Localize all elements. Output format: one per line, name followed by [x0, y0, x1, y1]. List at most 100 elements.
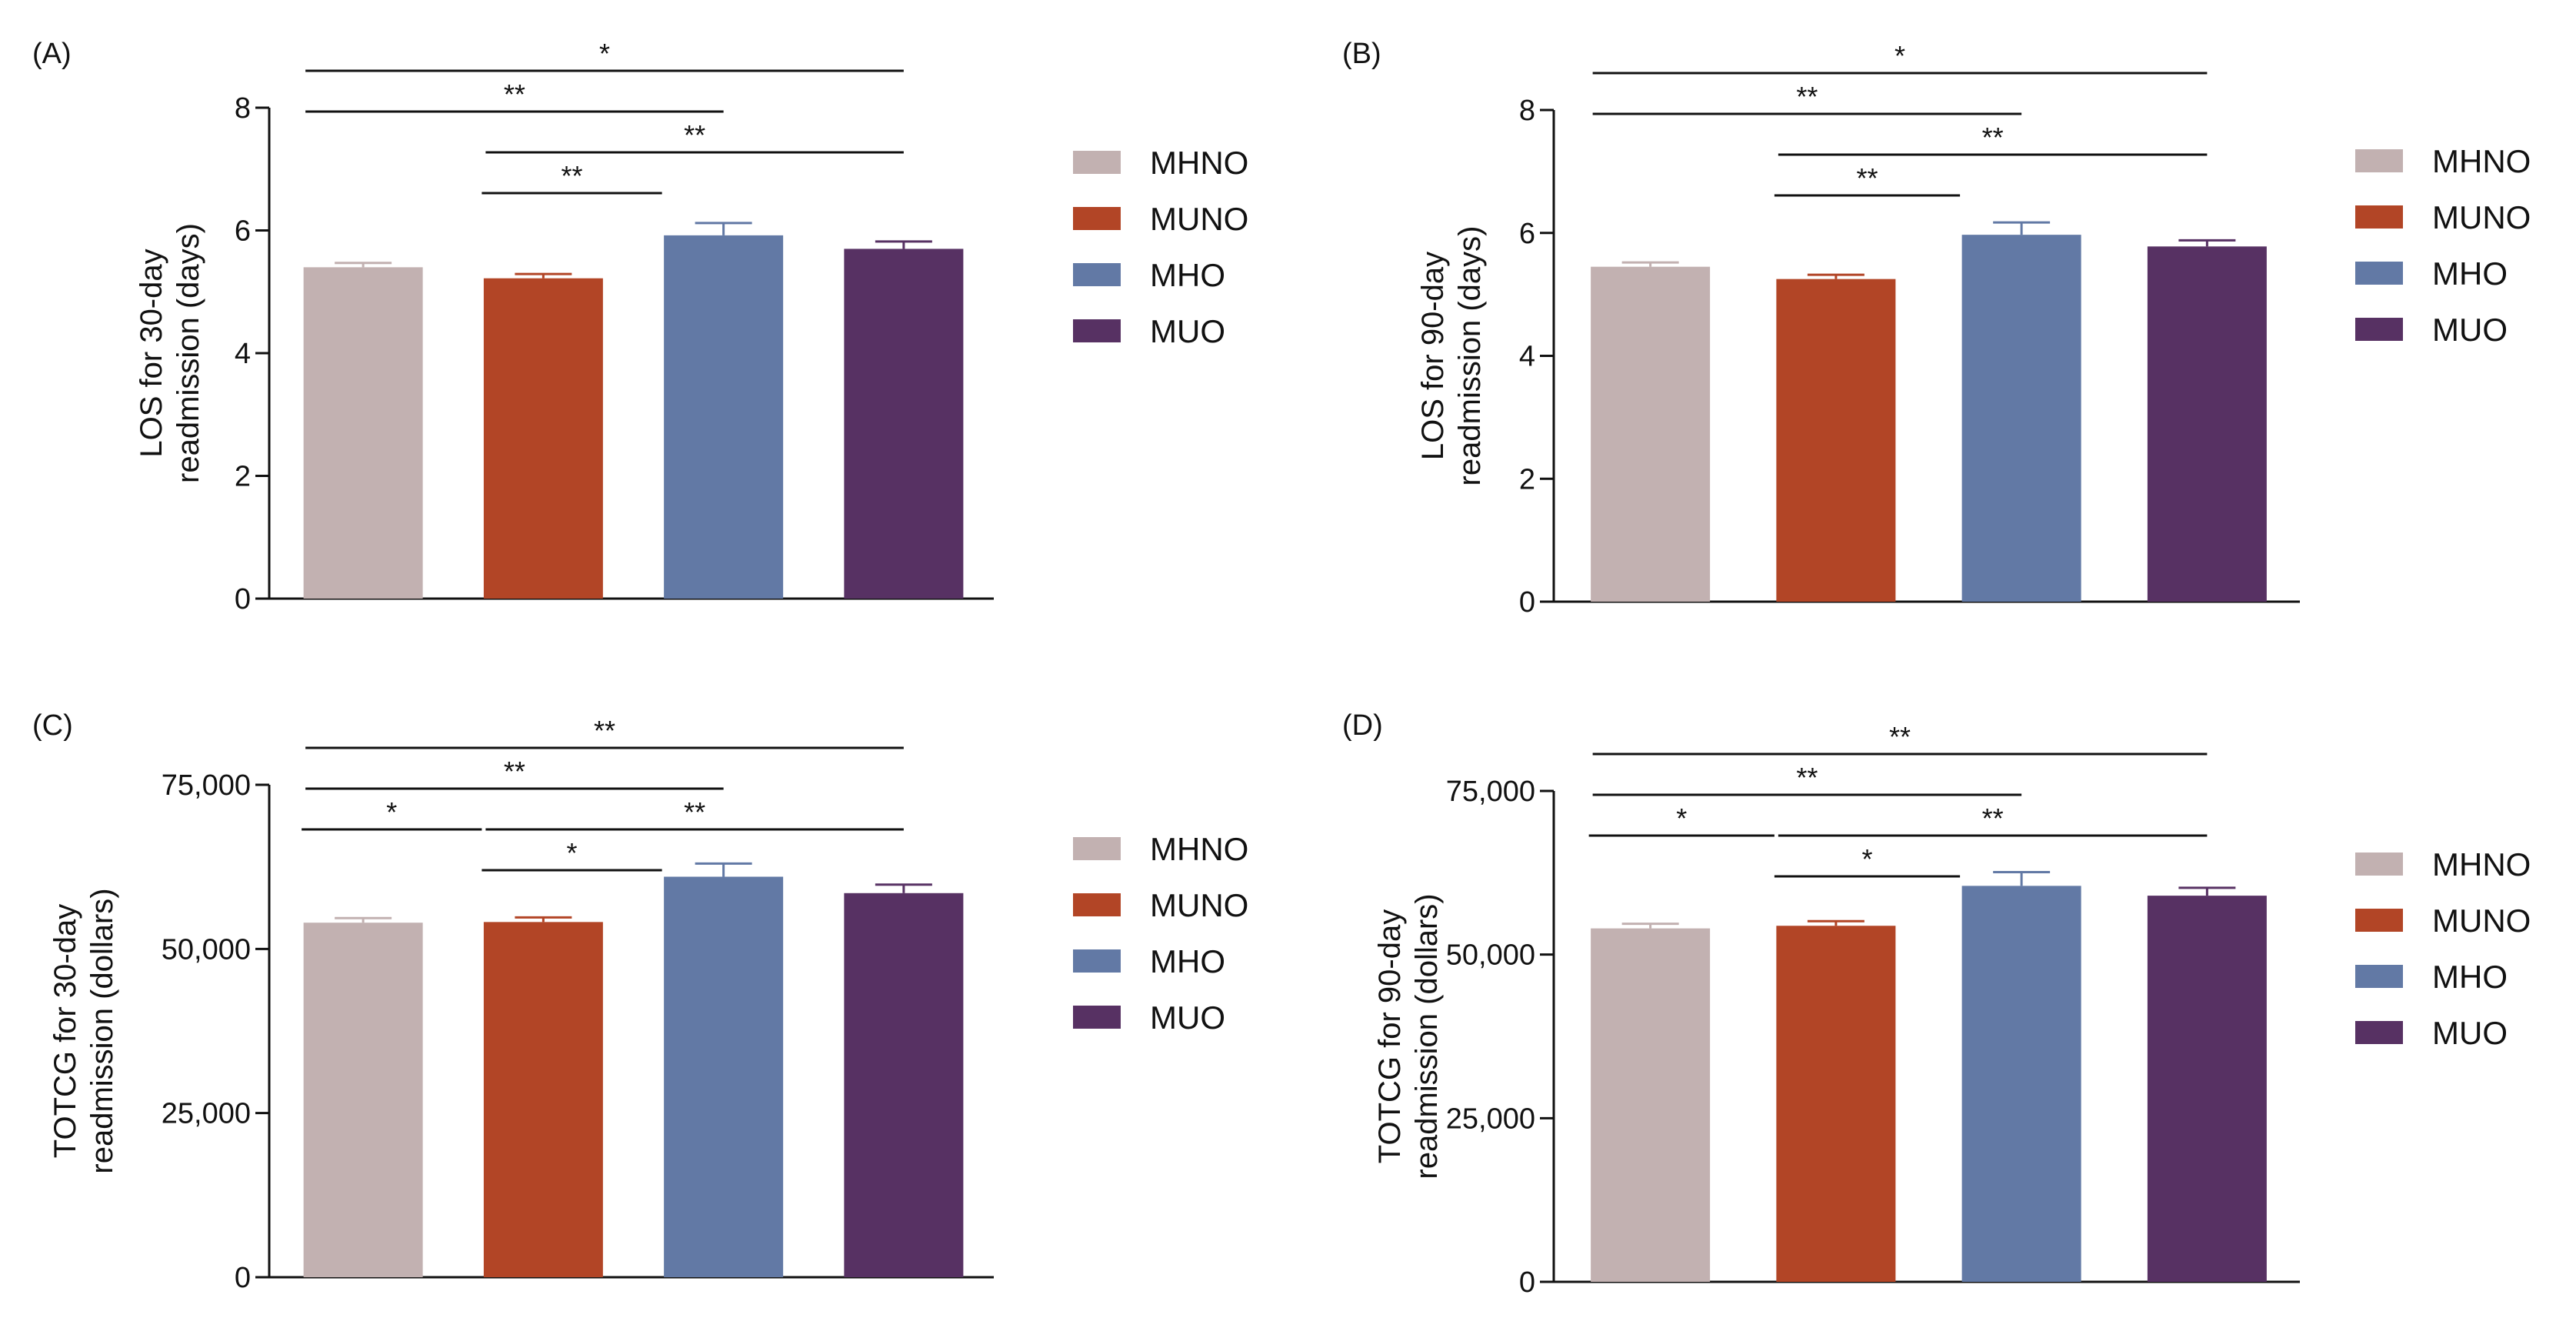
y-axis-label: LOS for 90-day readmission (days) [1416, 226, 1487, 486]
legend-swatch-muno [1073, 893, 1121, 916]
y-tick-label: 8 [1519, 95, 1535, 127]
y-axis-label: TOTCG for 90-day readmission (dollars) [1373, 893, 1444, 1179]
bar-mhno [1591, 266, 1711, 602]
legend-label: MUNO [1150, 887, 1248, 923]
significance-label: ** [1796, 762, 1818, 793]
significance-label: ** [684, 119, 705, 151]
legend-label: MHNO [1150, 145, 1248, 181]
bar-muo [844, 893, 964, 1277]
significance-label: ** [1982, 802, 2004, 834]
legend-label: MUO [1150, 313, 1225, 349]
legend-label: MUO [2432, 312, 2508, 348]
y-tick-label: 0 [1519, 1266, 1535, 1299]
bar-mhno [1591, 928, 1711, 1282]
y-axis-label: TOTCG for 30-day readmission (dollars) [48, 888, 119, 1173]
y-axis-label-line: TOTCG for 30-day [48, 904, 82, 1158]
legend-label: MUO [2432, 1015, 2508, 1051]
y-tick-label: 6 [1519, 218, 1535, 250]
bar-mho [664, 876, 784, 1277]
y-axis-label-line: LOS for 90-day [1416, 252, 1450, 460]
legend-label: MHO [1150, 257, 1225, 293]
legend-swatch-mhno [2355, 149, 2403, 172]
chart-panel-3: (C) 0 25,000 50,000 75,000 TOTCG for 30-day re… [32, 709, 1248, 1294]
bar-mho [1961, 235, 2081, 602]
y-tick-label: 50,000 [162, 933, 251, 966]
y-tick-label: 25,000 [1446, 1103, 1535, 1135]
legend-label: MHO [1150, 943, 1225, 979]
bar-muno [1776, 926, 1896, 1282]
legend-label: MHO [2432, 959, 2508, 995]
bar-muno [483, 922, 603, 1277]
legend-swatch-mho [1073, 263, 1121, 286]
chart-panel-1: (A) 0 2 4 6 8 LOS for 30-day readmission (days)… [32, 38, 1248, 616]
legend-label: MUNO [2432, 199, 2531, 235]
legend-swatch-mhno [2355, 853, 2403, 876]
significance-label: ** [1889, 721, 1911, 752]
bar-muo [844, 249, 964, 599]
bar-mho [664, 235, 784, 599]
y-axis-label-line: LOS for 30-day [135, 249, 168, 457]
legend-label: MUNO [2432, 903, 2531, 939]
legend-label: MHNO [2432, 143, 2531, 179]
significance-label: * [386, 796, 397, 828]
panel-label: (B) [1342, 38, 1381, 70]
y-tick-label: 50,000 [1446, 939, 1535, 972]
significance-label: ** [1982, 122, 2004, 153]
significance-label: * [599, 38, 610, 69]
y-axis-label-line: TOTCG for 90-day [1373, 909, 1407, 1163]
legend-label: MUO [1150, 999, 1225, 1036]
legend-swatch-mho [1073, 949, 1121, 973]
legend-label: MHNO [1150, 831, 1248, 867]
legend-swatch-muno [1073, 207, 1121, 230]
chart-panel-2: (B) 0 2 4 6 8 LOS for 90-day readmission (days)… [1342, 38, 2531, 619]
significance-label: ** [1796, 81, 1818, 112]
legend-swatch-mho [2355, 965, 2403, 988]
panel-label: (D) [1342, 709, 1383, 742]
legend-swatch-mhno [1073, 151, 1121, 174]
legend-swatch-muo [2355, 1021, 2403, 1044]
y-tick-label: 2 [1519, 463, 1535, 495]
significance-label: * [1861, 843, 1872, 875]
legend-label: MHO [2432, 255, 2508, 292]
y-tick-label: 0 [1519, 586, 1535, 619]
y-tick-label: 2 [235, 461, 251, 493]
significance-label: ** [684, 796, 705, 828]
legend-swatch-muo [1073, 319, 1121, 342]
y-tick-label: 25,000 [162, 1098, 251, 1130]
y-axis-label-line: readmission (dollars) [1410, 893, 1444, 1179]
significance-label: ** [561, 160, 582, 192]
y-tick-label: 75,000 [162, 769, 251, 802]
legend-swatch-mhno [1073, 837, 1121, 860]
bar-muo [2147, 896, 2267, 1282]
significance-label: * [1676, 802, 1687, 834]
chart-panel-4: (D) 0 25,000 50,000 75,000 TOTCG for 90-day re… [1342, 709, 2531, 1299]
legend-swatch-muno [2355, 205, 2403, 229]
y-axis-label-line: readmission (days) [1453, 226, 1487, 486]
significance-label: ** [594, 715, 615, 746]
legend-swatch-muno [2355, 909, 2403, 932]
y-axis-label-line: readmission (days) [172, 223, 205, 483]
panel-label: (A) [32, 38, 72, 70]
bar-mhno [303, 267, 423, 599]
bar-muo [2147, 246, 2267, 602]
y-tick-label: 0 [235, 1262, 251, 1294]
y-axis-label-line: readmission (dollars) [85, 888, 119, 1173]
y-tick-label: 75,000 [1446, 776, 1535, 808]
legend-swatch-mho [2355, 262, 2403, 285]
bar-mhno [303, 923, 423, 1277]
y-tick-label: 6 [235, 215, 251, 248]
significance-label: * [1895, 40, 1905, 72]
significance-label: ** [1856, 162, 1878, 194]
legend-swatch-muo [1073, 1006, 1121, 1029]
significance-label: ** [504, 756, 525, 787]
y-tick-label: 8 [235, 92, 251, 125]
significance-label: ** [504, 78, 525, 110]
legend-label: MUNO [1150, 201, 1248, 237]
y-axis-label: LOS for 30-day readmission (days) [135, 223, 205, 483]
legend-label: MHNO [2432, 846, 2531, 883]
bar-muno [483, 278, 603, 599]
panel-label: (C) [32, 709, 73, 742]
legend-swatch-muo [2355, 318, 2403, 341]
bar-mho [1961, 886, 2081, 1282]
